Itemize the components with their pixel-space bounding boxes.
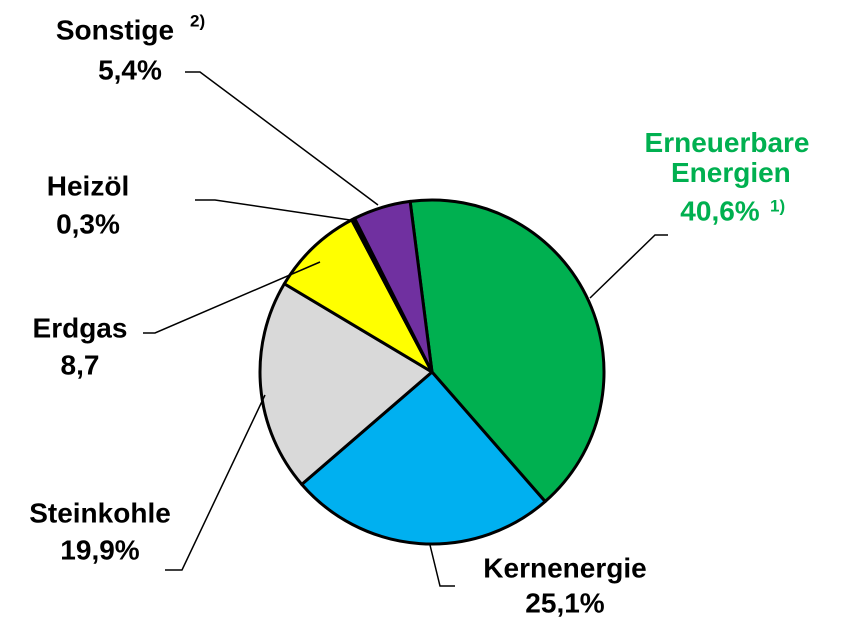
footnote-marker: 1) bbox=[770, 196, 785, 215]
value-label: 40,6% bbox=[680, 195, 759, 226]
pie-slice bbox=[282, 218, 434, 374]
category-label: Erneuerbare Energien bbox=[645, 127, 810, 188]
leader-line bbox=[429, 544, 455, 587]
category-label: Erdgas bbox=[33, 312, 128, 343]
pie-slice bbox=[408, 198, 606, 504]
value-label: 19,9% bbox=[60, 534, 139, 565]
pie-slice bbox=[258, 282, 434, 486]
value-label: 25,1% bbox=[525, 587, 604, 618]
pie-slice bbox=[353, 199, 434, 374]
value-label: 5,4% bbox=[98, 54, 162, 85]
pie-slice bbox=[300, 370, 547, 546]
leader-line bbox=[143, 261, 321, 334]
category-label: Heizöl bbox=[47, 170, 129, 201]
leader-line bbox=[185, 71, 379, 206]
leader-line bbox=[195, 199, 351, 221]
category-label: Sonstige bbox=[56, 14, 174, 45]
value-label: 8,7 bbox=[61, 349, 100, 380]
category-label: Steinkohle bbox=[29, 497, 171, 528]
leader-line bbox=[589, 234, 668, 299]
category-label: Kernenergie bbox=[483, 552, 646, 583]
footnote-marker: 2) bbox=[190, 11, 205, 30]
value-label: 0,3% bbox=[56, 208, 120, 239]
leader-line bbox=[165, 394, 266, 571]
